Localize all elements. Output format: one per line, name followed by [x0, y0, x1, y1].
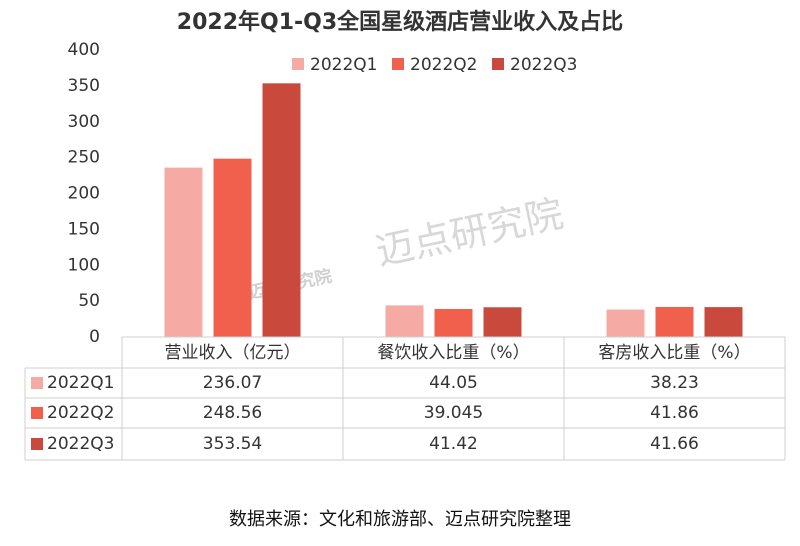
- table-row-label: 2022Q3: [47, 434, 114, 454]
- bar: [704, 307, 743, 337]
- table-cell: 39.045: [424, 403, 483, 423]
- table-marker: [31, 438, 43, 450]
- bar: [434, 308, 473, 337]
- y-tick-label: 100: [68, 255, 100, 275]
- bar: [262, 83, 301, 337]
- table-marker: [31, 407, 43, 419]
- bar: [483, 307, 522, 337]
- y-tick-label: 150: [68, 219, 100, 239]
- table-cell: 353.54: [203, 434, 262, 454]
- legend-label: 2022Q2: [410, 55, 477, 75]
- y-tick-label: 50: [78, 291, 100, 311]
- table-header: 客房收入比重（%）: [598, 343, 750, 363]
- table-cell: 41.42: [429, 434, 478, 454]
- table-cell: 248.56: [203, 403, 262, 423]
- y-tick-label: 0: [89, 327, 100, 347]
- table-header: 营业收入（亿元）: [165, 343, 301, 363]
- bar: [655, 306, 694, 337]
- table-row-label: 2022Q2: [47, 403, 114, 423]
- table-row-label: 2022Q1: [47, 373, 114, 393]
- y-tick-label: 250: [68, 148, 100, 168]
- bar: [164, 167, 203, 337]
- table-cell: 236.07: [203, 373, 262, 393]
- bar: [606, 309, 645, 337]
- legend-marker: [292, 58, 304, 70]
- chart-title: 2022年Q1-Q3全国星级酒店营业收入及占比: [177, 9, 623, 35]
- table-cell: 41.86: [650, 403, 699, 423]
- legend-label: 2022Q3: [510, 55, 577, 75]
- bar: [213, 158, 252, 337]
- table-header: 餐饮收入比重（%）: [377, 343, 529, 363]
- y-tick-label: 200: [68, 184, 100, 204]
- y-tick-label: 300: [68, 112, 100, 132]
- y-tick-label: 350: [68, 76, 100, 96]
- bar: [385, 305, 424, 337]
- legend-marker: [392, 58, 404, 70]
- table-cell: 41.66: [650, 434, 699, 454]
- table-cell: 38.23: [650, 373, 699, 393]
- y-tick-label: 400: [68, 40, 100, 60]
- table-marker: [31, 377, 43, 389]
- table-cell: 44.05: [429, 373, 478, 393]
- source-note: 数据来源：文化和旅游部、迈点研究院整理: [229, 509, 571, 530]
- legend-label: 2022Q1: [310, 55, 377, 75]
- legend-marker: [492, 58, 504, 70]
